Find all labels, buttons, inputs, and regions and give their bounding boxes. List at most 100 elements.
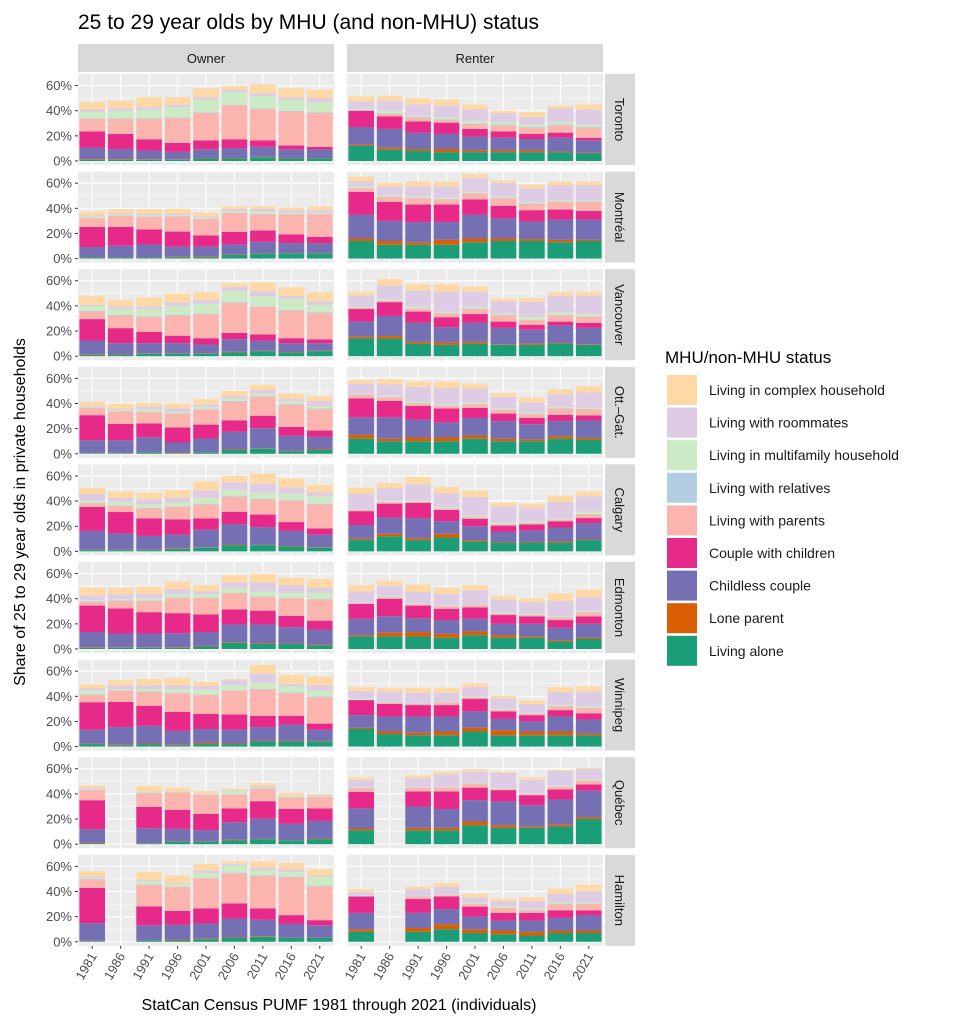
bar-segment-parents xyxy=(547,408,574,415)
bar-segment-childless xyxy=(306,243,333,254)
bar-segment-multifamily xyxy=(376,595,403,598)
bar-segment-childless xyxy=(164,246,191,257)
bar-segment-couple_children xyxy=(107,701,134,728)
bar-segment-complex xyxy=(221,475,248,483)
bar-segment-roommates xyxy=(136,107,162,110)
bar-segment-complex xyxy=(519,297,545,302)
bar-segment-multifamily xyxy=(193,406,219,410)
bar-segment-complex xyxy=(250,664,276,674)
bar-segment-multifamily xyxy=(433,701,460,703)
bar-segment-lone xyxy=(547,436,574,439)
bar-segment-childless xyxy=(547,917,574,931)
bar-segment-lone xyxy=(433,924,460,930)
bar-segment-alone xyxy=(221,642,248,649)
bar-segment-parents xyxy=(79,601,106,606)
bar-segment-roommates xyxy=(547,185,574,201)
panel-renter-3 xyxy=(347,366,603,458)
bar-segment-childless xyxy=(433,620,460,634)
bar-segment-roommates xyxy=(306,210,333,213)
bar-segment-parents xyxy=(405,604,431,606)
bar-segment-multifamily xyxy=(462,120,488,124)
bar-segment-lone xyxy=(519,439,545,442)
bar-segment-multifamily xyxy=(107,599,134,601)
bar-segment-roommates xyxy=(164,408,191,413)
bar-segment-couple_children xyxy=(79,800,106,830)
bar-segment-roommates xyxy=(462,771,488,783)
bar-segment-complex xyxy=(547,687,574,693)
bar-segment-multifamily xyxy=(462,306,488,309)
bar-segment-childless xyxy=(250,340,276,351)
bar-segment-multifamily xyxy=(490,522,517,524)
bar-segment-alone xyxy=(278,158,305,161)
bar-segment-multifamily xyxy=(490,612,517,614)
bar-segment-couple_children xyxy=(193,140,219,150)
bar-segment-multifamily xyxy=(164,306,191,315)
bar-segment-couple_children xyxy=(79,702,106,730)
bar-segment-alone xyxy=(306,450,333,454)
bar-segment-complex xyxy=(306,578,333,588)
bar-segment-lone xyxy=(490,150,517,153)
bar-segment-childless xyxy=(376,616,403,633)
bar-segment-multifamily xyxy=(221,211,248,213)
bar-segment-multifamily xyxy=(348,508,375,510)
bar-segment-lone xyxy=(547,731,574,736)
bar-segment-alone xyxy=(278,451,305,454)
bar-segment-alone xyxy=(250,448,276,454)
bar-segment-parents xyxy=(462,404,488,408)
bar-segment-multifamily xyxy=(348,787,375,788)
bar-segment-couple_children xyxy=(193,518,219,530)
bar-segment-roommates xyxy=(433,774,460,787)
panel-renter-0 xyxy=(347,74,603,165)
bar-segment-roommates xyxy=(433,388,460,405)
bar-segment-couple_children xyxy=(250,230,276,242)
x-axis: 1981 1986 1991 1996 2001 2006 2011 2016 2021 1981… xyxy=(72,945,596,983)
bar-segment-multifamily xyxy=(278,401,305,404)
bar-segment-couple_children xyxy=(278,615,305,628)
bar-segment-roommates xyxy=(278,683,305,687)
bar-segment-alone xyxy=(348,338,375,357)
bar-segment-complex xyxy=(575,767,602,770)
bar-segment-couple_children xyxy=(462,607,488,619)
bar-segment-roommates xyxy=(278,398,305,402)
bar-segment-complex xyxy=(107,299,134,307)
bar-segment-lone xyxy=(433,239,460,245)
bar-segment-relatives xyxy=(107,314,134,316)
bar-segment-couple_children xyxy=(164,427,191,443)
bar-segment-multifamily xyxy=(547,122,574,125)
bar-segment-roommates xyxy=(136,306,162,309)
bar-segment-lone xyxy=(519,636,545,638)
y-tick-label: 40% xyxy=(46,689,72,704)
bar-segment-parents xyxy=(164,216,191,232)
bar-segment-roommates xyxy=(405,484,431,501)
bar-segment-alone xyxy=(107,550,134,552)
bar-segment-roommates xyxy=(462,388,488,403)
bar-segment-multifamily xyxy=(575,124,602,128)
bar-segment-couple_children xyxy=(405,406,431,420)
panel-owner-1 xyxy=(78,171,334,263)
bar-segment-complex xyxy=(376,182,403,187)
bar-segment-alone xyxy=(107,453,134,454)
bar-segment-couple_children xyxy=(221,714,248,730)
bar-segment-parents xyxy=(519,713,545,716)
x-tick-label: 1981 xyxy=(341,950,368,983)
bar-segment-roommates xyxy=(376,384,403,396)
bar-segment-roommates xyxy=(250,582,276,592)
legend-swatch xyxy=(667,603,697,634)
bar-segment-lone xyxy=(193,645,219,647)
bar-segment-parents xyxy=(547,706,574,711)
bar-segment-complex xyxy=(107,100,134,109)
bar-segment-couple_children xyxy=(278,338,305,344)
bar-segment-couple_children xyxy=(136,423,162,438)
bar-segment-lone xyxy=(193,256,219,258)
legend-swatch xyxy=(667,635,697,666)
bar-segment-lone xyxy=(462,631,488,636)
bar-segment-multifamily xyxy=(376,395,403,397)
bar-segment-parents xyxy=(136,508,162,519)
bar-segment-multifamily xyxy=(405,895,431,897)
bar-segment-multifamily xyxy=(79,690,106,695)
bar-segment-complex xyxy=(250,473,276,484)
bar-segment-roommates xyxy=(405,104,431,116)
bar-segment-childless xyxy=(107,149,134,160)
bar-segment-childless xyxy=(278,343,305,353)
bar-segment-couple_children xyxy=(278,808,305,824)
